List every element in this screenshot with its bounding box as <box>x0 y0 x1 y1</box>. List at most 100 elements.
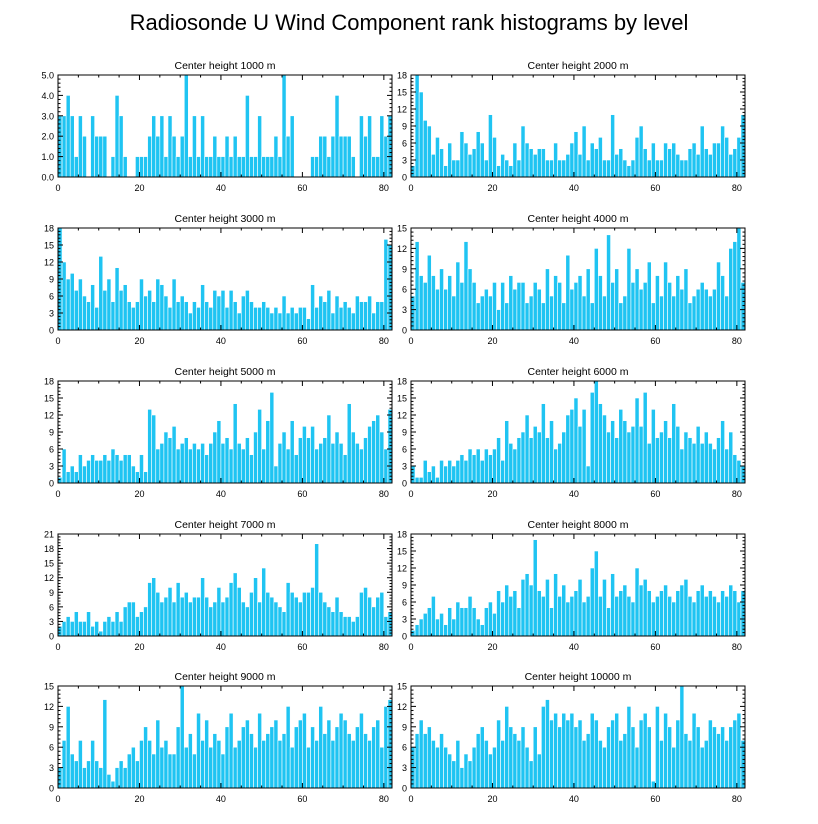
panel-5-bar-32 <box>188 448 193 484</box>
panel-9-bar-20 <box>139 740 144 789</box>
panel-5-bar-25 <box>159 443 165 484</box>
panel-6-bar-26 <box>516 437 522 484</box>
panel-10-bar-6 <box>435 746 440 789</box>
panel-10-bar-78 <box>728 726 734 789</box>
panel-7: Center height 7000 m 0 3 6 9 12 15 18 21 0 20 40 60 8… <box>44 519 393 652</box>
panel-8-ytick-label-1: 3 <box>402 615 407 625</box>
panel-5-bar-23 <box>151 414 157 484</box>
panel-6-bar-51 <box>618 409 624 484</box>
panel-1-bar-53 <box>273 135 279 178</box>
panel-10-ytick-label-1: 3 <box>402 763 407 773</box>
panel-3-bar-52 <box>269 312 275 331</box>
panel-2-bar-15 <box>471 148 477 178</box>
panel-7-ytick-label-5: 15 <box>44 559 54 569</box>
panel-2-bar-36 <box>557 159 563 178</box>
panel-9-bar-60 <box>302 712 307 789</box>
panel-8-xtick-label-3: 60 <box>650 642 660 652</box>
panel-8-bar-32 <box>541 596 546 637</box>
panel-9-bar-27 <box>167 753 173 789</box>
panel-3-bar-14 <box>114 267 120 331</box>
panel-4-bar-16 <box>475 302 481 331</box>
panel-9-bar-69 <box>338 712 344 789</box>
panel-9-bar-34 <box>196 712 201 789</box>
panel-2-bar-55 <box>634 137 640 178</box>
panel-10-bar-52 <box>622 733 628 789</box>
panel-2-bar-65 <box>675 154 681 178</box>
panel-9-bar-51 <box>265 733 271 789</box>
panel-10-bar-1 <box>414 733 420 789</box>
panel-7-bar-71 <box>346 616 352 637</box>
panel-4-bar-32 <box>541 302 546 331</box>
panel-7-bar-47 <box>249 591 254 637</box>
panel-8-bar-48 <box>606 607 611 637</box>
panel-10-bar-43 <box>585 733 591 789</box>
panel-6-bar-19 <box>488 454 493 484</box>
panel-9-bar-62 <box>310 726 315 789</box>
panel-6-bar-52 <box>622 420 628 484</box>
panel-7-bar-38 <box>212 601 218 637</box>
panel-4-ytick-label-0: 0 <box>402 326 407 336</box>
panel-10-bar-68 <box>687 740 693 789</box>
panel-7-bar-52 <box>269 596 275 637</box>
panel-7-bar-3 <box>69 621 75 637</box>
panel-10-ytick-label-4: 12 <box>397 702 407 712</box>
panel-5-bar-33 <box>192 443 197 484</box>
panel-3-bar-70 <box>342 301 348 331</box>
panel-1-frame <box>57 74 393 178</box>
panel-7-bar-55 <box>281 611 287 637</box>
panel-2-bar-57 <box>642 148 648 178</box>
panel-7-xtick-label-0: 0 <box>55 642 60 652</box>
panel-8-bar-18 <box>484 607 489 637</box>
panel-1-bar-71 <box>346 135 352 178</box>
panel-7-bar-61 <box>306 591 311 637</box>
panel-8-bar-16 <box>475 618 481 637</box>
panel-9-bar-72 <box>350 740 356 789</box>
panel-5-bar-74 <box>359 448 364 484</box>
panel-7-bar-1 <box>61 621 67 637</box>
panel-10-bar-34 <box>549 719 554 789</box>
panel-6-bar-41 <box>577 426 583 484</box>
panel-7-ytick-label-1: 3 <box>49 617 54 627</box>
panel-6-bar-71 <box>699 443 705 484</box>
panel-1-bar-25 <box>159 115 165 178</box>
panel-2-bar-11 <box>455 159 461 178</box>
panel-9-bar-55 <box>281 733 287 789</box>
panel-5-bar-36 <box>204 454 210 484</box>
panel-9-bar-21 <box>143 726 148 789</box>
panel-7-bar-8 <box>90 625 95 637</box>
panel-10-bar-74 <box>712 726 717 789</box>
panel-2-bar-59 <box>651 142 656 178</box>
chart-main-title: Radiosonde U Wind Component rank histogr… <box>129 10 689 35</box>
panel-9-bar-28 <box>171 753 177 789</box>
panel-6-bar-42 <box>581 409 587 484</box>
panel-5-bar-28 <box>171 426 177 484</box>
panel-9-bar-76 <box>367 740 372 789</box>
panel-9-bar-41 <box>224 726 230 789</box>
panel-9-bar-14 <box>114 767 120 789</box>
panel-10-bar-35 <box>553 712 558 789</box>
panel-8-ytick-label-5: 15 <box>397 547 407 557</box>
panel-1-bar-51 <box>265 156 271 178</box>
panel-7-bar-69 <box>338 611 344 637</box>
panel-4-xtick-label-0: 0 <box>408 336 413 346</box>
panel-9-bar-42 <box>228 712 234 789</box>
panel-7-bar-13 <box>110 621 116 637</box>
panel-6-xtick-label-1: 20 <box>487 489 497 499</box>
panel-3-bar-46 <box>245 290 250 331</box>
panel-3-bar-72 <box>350 312 356 331</box>
panel-8-bar-59 <box>651 601 656 637</box>
panel-1-bar-43 <box>232 135 238 178</box>
panel-4-bar-22 <box>500 282 505 331</box>
panel-7-xtick-label-4: 80 <box>379 642 389 652</box>
panel-6-xtick-label-2: 40 <box>569 489 579 499</box>
panel-7-bar-15 <box>118 621 124 637</box>
panel-8-xtick-label-1: 20 <box>487 642 497 652</box>
panel-1-ytick-label-4: 4.0 <box>41 91 54 101</box>
panel-2-bar-43 <box>585 159 591 178</box>
panel-8-bar-78 <box>728 584 734 637</box>
panel-3-xtick-label-2: 40 <box>216 336 226 346</box>
panel-2-bar-23 <box>504 159 510 178</box>
panel-1-bar-26 <box>163 156 169 178</box>
panel-1-bar-76 <box>367 115 372 178</box>
panel-4-ytick-label-3: 9 <box>402 264 407 274</box>
